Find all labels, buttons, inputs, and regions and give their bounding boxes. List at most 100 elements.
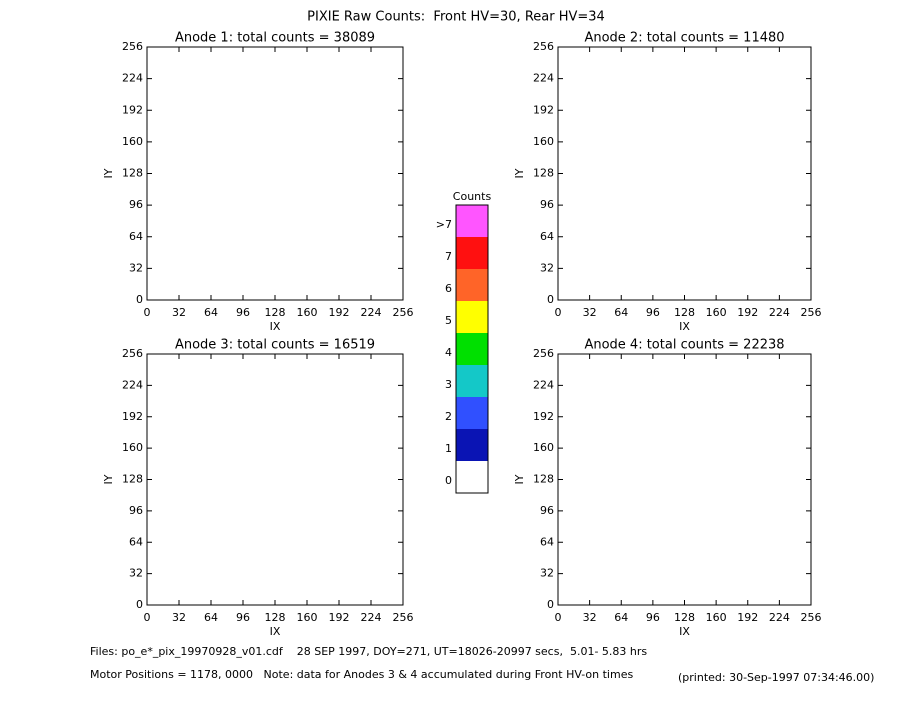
x-tick-label: 256 bbox=[393, 306, 414, 319]
y-tick-label: 0 bbox=[547, 293, 554, 306]
x-tick-label: 192 bbox=[737, 306, 758, 319]
panel-title: Anode 2: total counts = 11480 bbox=[584, 31, 784, 46]
y-axis-label: IY bbox=[102, 168, 115, 178]
y-tick-label: 32 bbox=[129, 567, 143, 580]
x-tick-label: 160 bbox=[706, 306, 727, 319]
y-tick-label: 32 bbox=[540, 261, 554, 274]
colorbar-box bbox=[456, 301, 488, 333]
y-tick-label: 32 bbox=[540, 567, 554, 580]
colorbar-label: 0 bbox=[445, 474, 452, 487]
x-tick-label: 160 bbox=[706, 611, 727, 624]
panel-title: Anode 3: total counts = 16519 bbox=[175, 338, 375, 353]
x-tick-label: 64 bbox=[614, 611, 628, 624]
y-tick-label: 224 bbox=[122, 378, 143, 391]
y-tick-label: 192 bbox=[533, 410, 554, 423]
colorbar-box bbox=[456, 205, 488, 237]
colorbar-box bbox=[456, 237, 488, 269]
x-tick-label: 224 bbox=[769, 306, 790, 319]
x-tick-label: 96 bbox=[236, 306, 250, 319]
x-tick-label: 256 bbox=[801, 611, 822, 624]
x-tick-label: 0 bbox=[144, 611, 151, 624]
y-tick-label: 256 bbox=[122, 40, 143, 53]
y-tick-label: 96 bbox=[540, 198, 554, 211]
x-tick-label: 0 bbox=[555, 306, 562, 319]
y-tick-label: 160 bbox=[533, 135, 554, 148]
y-tick-label: 160 bbox=[122, 441, 143, 454]
x-tick-label: 128 bbox=[674, 306, 695, 319]
y-tick-label: 160 bbox=[122, 135, 143, 148]
x-tick-label: 96 bbox=[646, 611, 660, 624]
y-tick-label: 96 bbox=[129, 504, 143, 517]
x-tick-label: 256 bbox=[801, 306, 822, 319]
y-tick-label: 96 bbox=[540, 504, 554, 517]
y-tick-label: 256 bbox=[533, 347, 554, 360]
y-tick-label: 224 bbox=[122, 72, 143, 85]
x-tick-label: 192 bbox=[329, 306, 350, 319]
colorbar-label: 4 bbox=[445, 346, 452, 359]
y-tick-label: 256 bbox=[122, 347, 143, 360]
x-tick-label: 32 bbox=[172, 306, 186, 319]
colorbar-label: 7 bbox=[445, 250, 452, 263]
y-tick-label: 0 bbox=[136, 598, 143, 611]
x-tick-label: 64 bbox=[204, 611, 218, 624]
x-tick-label: 224 bbox=[361, 611, 382, 624]
x-tick-label: 32 bbox=[583, 611, 597, 624]
y-tick-label: 128 bbox=[122, 167, 143, 180]
panel-title: Anode 1: total counts = 38089 bbox=[175, 31, 375, 46]
x-tick-label: 192 bbox=[329, 611, 350, 624]
x-tick-label: 32 bbox=[583, 306, 597, 319]
y-tick-label: 0 bbox=[547, 598, 554, 611]
plot-area bbox=[557, 353, 812, 606]
x-tick-label: 64 bbox=[614, 306, 628, 319]
y-tick-label: 192 bbox=[122, 410, 143, 423]
y-axis-label: IY bbox=[513, 474, 526, 484]
colorbar-label: >7 bbox=[436, 218, 452, 231]
x-axis-label: IX bbox=[679, 320, 690, 333]
plot-area bbox=[146, 46, 404, 301]
x-tick-label: 0 bbox=[555, 611, 562, 624]
colorbar-title: Counts bbox=[453, 190, 492, 203]
plot-area bbox=[146, 353, 404, 606]
x-tick-label: 256 bbox=[393, 611, 414, 624]
y-tick-label: 64 bbox=[540, 230, 554, 243]
x-tick-label: 64 bbox=[204, 306, 218, 319]
y-tick-label: 32 bbox=[129, 261, 143, 274]
y-tick-label: 0 bbox=[136, 293, 143, 306]
x-tick-label: 96 bbox=[646, 306, 660, 319]
page-title: PIXIE Raw Counts: Front HV=30, Rear HV=3… bbox=[307, 10, 605, 25]
y-tick-label: 192 bbox=[533, 103, 554, 116]
x-axis-label: IX bbox=[270, 625, 281, 638]
colorbar-label: 3 bbox=[445, 378, 452, 391]
y-tick-label: 64 bbox=[129, 535, 143, 548]
footer-motor: Motor Positions = 1178, 0000 Note: data … bbox=[90, 668, 633, 681]
colorbar-label: 1 bbox=[445, 442, 452, 455]
y-axis-label: IY bbox=[102, 474, 115, 484]
x-axis-label: IX bbox=[679, 625, 690, 638]
colorbar-label: 5 bbox=[445, 314, 452, 327]
y-tick-label: 224 bbox=[533, 378, 554, 391]
colorbar-box bbox=[456, 365, 488, 397]
panel-title: Anode 4: total counts = 22238 bbox=[584, 338, 784, 353]
y-tick-label: 256 bbox=[533, 40, 554, 53]
colorbar-label: 6 bbox=[445, 282, 452, 295]
y-tick-label: 224 bbox=[533, 72, 554, 85]
y-tick-label: 64 bbox=[129, 230, 143, 243]
y-axis-label: IY bbox=[513, 168, 526, 178]
x-tick-label: 192 bbox=[737, 611, 758, 624]
y-tick-label: 192 bbox=[122, 103, 143, 116]
x-tick-label: 128 bbox=[265, 611, 286, 624]
x-tick-label: 224 bbox=[769, 611, 790, 624]
y-tick-label: 64 bbox=[540, 535, 554, 548]
x-tick-label: 32 bbox=[172, 611, 186, 624]
x-tick-label: 160 bbox=[297, 611, 318, 624]
colorbar-box bbox=[456, 397, 488, 429]
y-tick-label: 160 bbox=[533, 441, 554, 454]
footer-files: Files: po_e*_pix_19970928_v01.cdf 28 SEP… bbox=[90, 645, 647, 658]
colorbar-frame bbox=[455, 204, 489, 494]
x-tick-label: 128 bbox=[265, 306, 286, 319]
x-tick-label: 160 bbox=[297, 306, 318, 319]
plot-area bbox=[557, 46, 812, 301]
colorbar-label: 2 bbox=[445, 410, 452, 423]
